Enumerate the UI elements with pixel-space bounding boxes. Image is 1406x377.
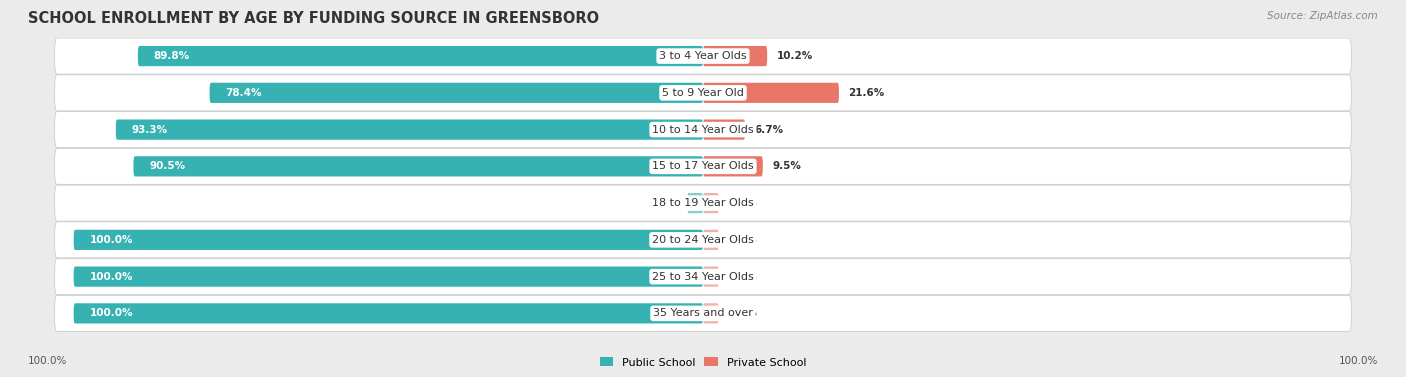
Text: 93.3%: 93.3% [132, 124, 167, 135]
Text: 100.0%: 100.0% [1339, 356, 1378, 366]
FancyBboxPatch shape [55, 148, 1351, 184]
FancyBboxPatch shape [55, 259, 1351, 295]
FancyBboxPatch shape [688, 193, 703, 213]
Text: 89.8%: 89.8% [153, 51, 190, 61]
FancyBboxPatch shape [73, 303, 703, 323]
Text: 78.4%: 78.4% [225, 88, 262, 98]
Text: 0.0%: 0.0% [652, 198, 681, 208]
FancyBboxPatch shape [134, 156, 703, 176]
FancyBboxPatch shape [55, 222, 1351, 258]
Text: SCHOOL ENROLLMENT BY AGE BY FUNDING SOURCE IN GREENSBORO: SCHOOL ENROLLMENT BY AGE BY FUNDING SOUR… [28, 11, 599, 26]
FancyBboxPatch shape [703, 267, 718, 287]
FancyBboxPatch shape [703, 193, 718, 213]
Text: 21.6%: 21.6% [848, 88, 884, 98]
Text: 100.0%: 100.0% [28, 356, 67, 366]
Text: 18 to 19 Year Olds: 18 to 19 Year Olds [652, 198, 754, 208]
Text: 0.0%: 0.0% [728, 198, 758, 208]
FancyBboxPatch shape [73, 230, 703, 250]
Text: 3 to 4 Year Olds: 3 to 4 Year Olds [659, 51, 747, 61]
Text: 15 to 17 Year Olds: 15 to 17 Year Olds [652, 161, 754, 172]
Text: 10 to 14 Year Olds: 10 to 14 Year Olds [652, 124, 754, 135]
Text: 6.7%: 6.7% [755, 124, 783, 135]
FancyBboxPatch shape [73, 267, 703, 287]
Text: Source: ZipAtlas.com: Source: ZipAtlas.com [1267, 11, 1378, 21]
Text: 20 to 24 Year Olds: 20 to 24 Year Olds [652, 235, 754, 245]
FancyBboxPatch shape [138, 46, 703, 66]
Legend: Public School, Private School: Public School, Private School [600, 357, 806, 368]
Text: 0.0%: 0.0% [728, 235, 758, 245]
Text: 9.5%: 9.5% [772, 161, 801, 172]
Text: 10.2%: 10.2% [776, 51, 813, 61]
FancyBboxPatch shape [703, 120, 745, 140]
FancyBboxPatch shape [703, 46, 768, 66]
Text: 100.0%: 100.0% [90, 308, 134, 319]
FancyBboxPatch shape [703, 156, 763, 176]
FancyBboxPatch shape [55, 112, 1351, 148]
FancyBboxPatch shape [55, 185, 1351, 221]
Text: 0.0%: 0.0% [728, 271, 758, 282]
FancyBboxPatch shape [55, 295, 1351, 331]
FancyBboxPatch shape [55, 75, 1351, 111]
Text: 100.0%: 100.0% [90, 271, 134, 282]
FancyBboxPatch shape [55, 38, 1351, 74]
Text: 35 Years and over: 35 Years and over [652, 308, 754, 319]
Text: 0.0%: 0.0% [728, 308, 758, 319]
Text: 90.5%: 90.5% [149, 161, 186, 172]
Text: 25 to 34 Year Olds: 25 to 34 Year Olds [652, 271, 754, 282]
Text: 100.0%: 100.0% [90, 235, 134, 245]
FancyBboxPatch shape [703, 83, 839, 103]
FancyBboxPatch shape [703, 230, 718, 250]
Text: 5 to 9 Year Old: 5 to 9 Year Old [662, 88, 744, 98]
FancyBboxPatch shape [209, 83, 703, 103]
FancyBboxPatch shape [703, 303, 718, 323]
FancyBboxPatch shape [115, 120, 703, 140]
